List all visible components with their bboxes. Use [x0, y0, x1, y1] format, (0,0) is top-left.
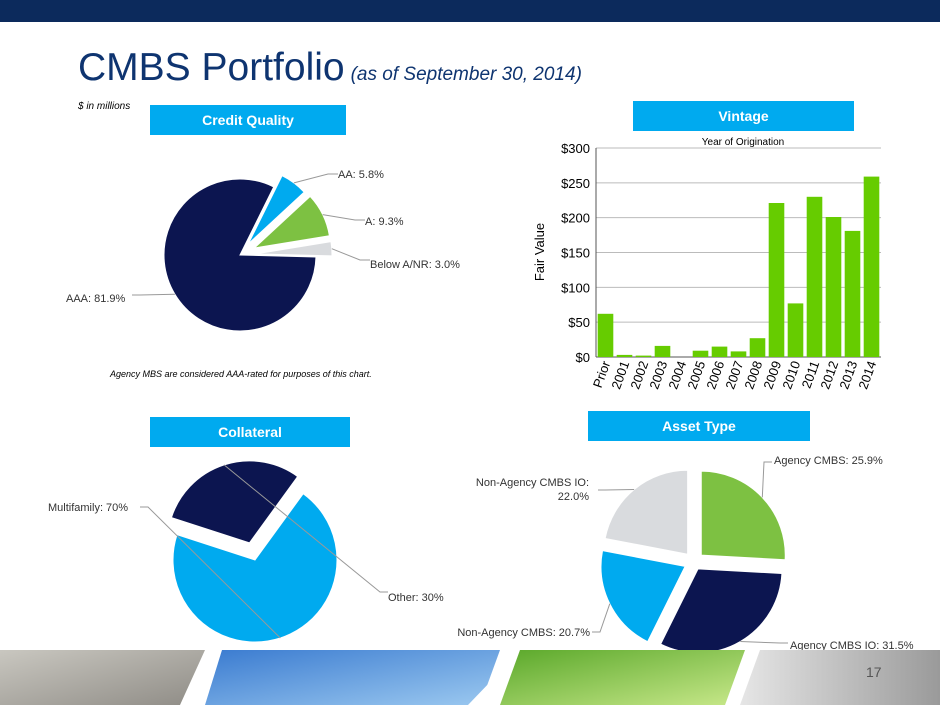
pie3-label-3: Non-Agency CMBS IO: 22.0% — [476, 477, 589, 503]
units-note: $ in millions — [78, 101, 131, 112]
pie2-label-0: Multifamily: 70% — [48, 502, 128, 514]
vintage-bar-5 — [692, 350, 709, 357]
chart-footnote: Agency MBS are considered AAA-rated for … — [110, 369, 372, 379]
pie3-slice-2 — [600, 549, 686, 643]
vintage-y-axis-label: Fair Value — [532, 223, 547, 281]
pie0-slice-2 — [252, 195, 330, 249]
vintage-bar-13 — [844, 230, 861, 357]
vintage-bar-9 — [768, 203, 785, 357]
vintage-bar-12 — [825, 217, 842, 357]
pie3-slice-3 — [604, 469, 689, 555]
pie0-label-0: AAA: 81.9% — [66, 293, 126, 305]
pie2-leader-1 — [223, 464, 388, 593]
vintage-ytick-1: $50 — [568, 315, 590, 330]
vintage-bar-3 — [654, 345, 671, 357]
pie3-label-2: Non-Agency CMBS: 20.7% — [457, 627, 590, 639]
pie0-label-1: AA: 5.8% — [338, 169, 384, 181]
pie3-leader-3 — [598, 489, 635, 491]
pie0-label-3: Below A/NR: 3.0% — [370, 259, 460, 271]
vintage-subtitle: Year of Origination — [702, 137, 784, 148]
rope-image — [0, 650, 205, 705]
vintage-bar-0 — [597, 313, 614, 357]
vintage-bar-6 — [711, 346, 728, 357]
vintage-ytick-2: $100 — [561, 280, 590, 295]
vintage-bar-14 — [863, 176, 880, 357]
pie3-leader-1 — [740, 641, 788, 644]
pie3-slice-0 — [700, 470, 786, 561]
title-main: CMBS Portfolio — [78, 46, 345, 89]
pie3-slice-1 — [659, 568, 783, 654]
vintage-ytick-3: $150 — [561, 246, 590, 261]
pie3-label-0: Agency CMBS: 25.9% — [774, 455, 883, 467]
pie0-slice-1 — [247, 175, 305, 245]
pie3-leader-0 — [761, 461, 772, 498]
header-asset-type: Asset Type — [588, 411, 810, 441]
vintage-bar-8 — [749, 338, 766, 357]
pie0-leader-2 — [322, 214, 365, 221]
pie0-leader-3 — [331, 248, 370, 261]
pie3-label-1: Agency CMBS IO: 31.5% — [790, 640, 914, 652]
page-number: 17 — [866, 664, 882, 680]
title-subtitle: (as of September 30, 2014) — [350, 64, 582, 85]
pie0-leader-1 — [293, 173, 338, 184]
vintage-bar-2 — [635, 355, 652, 357]
vintage-bar-1 — [616, 354, 633, 357]
header-collateral: Collateral — [150, 417, 350, 447]
vintage-ytick-0: $0 — [576, 350, 590, 365]
vintage-bar-10 — [787, 303, 804, 357]
sky-image — [205, 650, 500, 705]
vintage-bar-11 — [806, 196, 823, 357]
pie0-leader-0 — [132, 293, 175, 296]
footer-image-strip — [0, 650, 940, 705]
pie2-slice-0 — [172, 492, 338, 643]
pie0-slice-0 — [163, 178, 317, 332]
header-credit-quality: Credit Quality — [150, 105, 346, 135]
pie3-leader-2 — [592, 603, 611, 633]
footer-decoration — [0, 650, 940, 705]
leaf-image — [500, 650, 745, 705]
pie2-label-1: Other: 30% — [388, 592, 444, 604]
page-title: CMBS Portfolio (as of September 30, 2014) — [78, 46, 582, 90]
vintage-ytick-6: $300 — [561, 141, 590, 156]
pie2-leader-0 — [140, 506, 281, 639]
stone-image — [740, 650, 940, 705]
vintage-ytick-4: $200 — [561, 211, 590, 226]
header-vintage: Vintage — [633, 101, 854, 131]
pie0-label-2: A: 9.3% — [365, 216, 404, 228]
top-banner — [0, 0, 940, 22]
vintage-bar-7 — [730, 351, 747, 357]
vintage-ytick-5: $250 — [561, 176, 590, 191]
